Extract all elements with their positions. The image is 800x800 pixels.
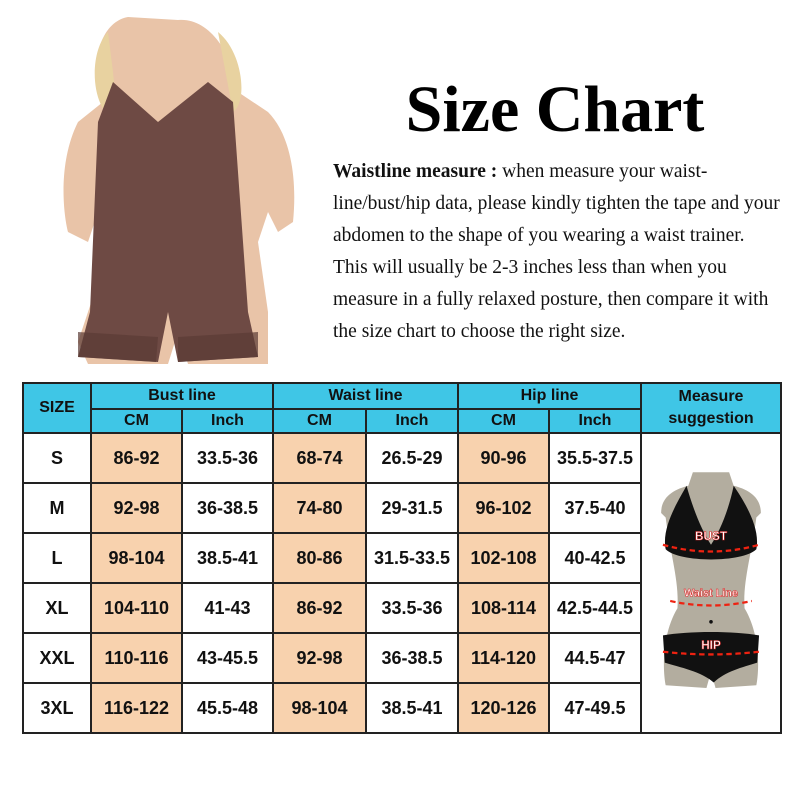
cell-waist-in: 26.5-29 — [365, 432, 459, 484]
cell-bust-cm: 98-104 — [90, 532, 183, 584]
body-measure-illustration: BUST Waist Line HIP — [661, 471, 761, 688]
table-row: XXL 110-116 43-45.5 92-98 36-38.5 114-120 44.5… — [22, 632, 781, 684]
cell-bust-in: 38.5-41 — [181, 532, 274, 584]
cell-bust-cm: 104-110 — [90, 582, 183, 634]
cell-size: M — [22, 482, 92, 534]
cell-waist-cm: 98-104 — [272, 682, 367, 734]
page-title: Size Chart — [405, 73, 705, 146]
cell-bust-in: 45.5-48 — [181, 682, 274, 734]
cm-header: CM — [457, 408, 550, 434]
cell-hip-cm: 120-126 — [457, 682, 550, 734]
cell-waist-in: 31.5-33.5 — [365, 532, 459, 584]
cell-waist-in: 38.5-41 — [365, 682, 459, 734]
bust-label: BUST — [695, 530, 728, 543]
cell-bust-in: 36-38.5 — [181, 482, 274, 534]
cell-waist-cm: 80-86 — [272, 532, 367, 584]
cell-waist-cm: 92-98 — [272, 632, 367, 684]
cell-hip-in: 37.5-40 — [548, 482, 642, 534]
cell-waist-in: 29-31.5 — [365, 482, 459, 534]
cell-size: 3XL — [22, 682, 92, 734]
cell-hip-cm: 114-120 — [457, 632, 550, 684]
hip-label: HIP — [701, 639, 721, 652]
table-row: 3XL 116-122 45.5-48 98-104 38.5-41 120-126 47-… — [22, 682, 781, 734]
cell-hip-in: 47-49.5 — [548, 682, 642, 734]
cell-hip-cm: 96-102 — [457, 482, 550, 534]
product-photo — [63, 17, 295, 364]
cell-hip-cm: 90-96 — [457, 432, 550, 484]
cell-bust-in: 33.5-36 — [181, 432, 274, 484]
cell-hip-in: 42.5-44.5 — [548, 582, 642, 634]
description: Waistline measure : when measure your wa… — [333, 156, 783, 348]
cell-waist-cm: 86-92 — [272, 582, 367, 634]
cell-waist-in: 33.5-36 — [365, 582, 459, 634]
description-label: Waistline measure : — [333, 161, 498, 182]
size-table: SIZE Bust line Waist line Hip line Measu… — [22, 382, 782, 734]
inch-header: Inch — [548, 408, 642, 434]
cell-bust-in: 43-45.5 — [181, 632, 274, 684]
cell-size: S — [22, 432, 92, 484]
cell-bust-cm: 92-98 — [90, 482, 183, 534]
description-text: when measure your waist-line/bust/hip da… — [333, 161, 780, 342]
cell-bust-cm: 116-122 — [90, 682, 183, 734]
waist-header: Waist line — [272, 382, 459, 410]
cm-header: CM — [90, 408, 183, 434]
cell-bust-cm: 86-92 — [90, 432, 183, 484]
bust-header: Bust line — [90, 382, 274, 410]
cell-size: L — [22, 532, 92, 584]
cell-hip-in: 40-42.5 — [548, 532, 642, 584]
table-row: XL 104-110 41-43 86-92 33.5-36 108-114 42.5-44… — [22, 582, 781, 634]
table-row: S 86-92 33.5-36 68-74 26.5-29 90-96 35.5-37.5 … — [22, 432, 782, 734]
size-header: SIZE — [22, 382, 92, 434]
cell-bust-cm: 110-116 — [90, 632, 183, 684]
cell-size: XL — [22, 582, 92, 634]
waist-label: Waist Line — [684, 587, 738, 599]
cell-waist-cm: 68-74 — [272, 432, 367, 484]
cell-hip-in: 35.5-37.5 — [548, 432, 642, 484]
hip-header: Hip line — [457, 382, 642, 410]
table-row: L 98-104 38.5-41 80-86 31.5-33.5 102-108 40-42… — [22, 532, 781, 584]
inch-header: Inch — [181, 408, 274, 434]
cell-bust-in: 41-43 — [181, 582, 274, 634]
cell-hip-in: 44.5-47 — [548, 632, 642, 684]
cell-waist-in: 36-38.5 — [365, 632, 459, 684]
measure-figure: BUST Waist Line HIP — [640, 432, 782, 734]
table-row: M 92-98 36-38.5 74-80 29-31.5 96-102 37.5-40 — [22, 482, 781, 534]
cm-header: CM — [272, 408, 367, 434]
cell-hip-cm: 102-108 — [457, 532, 550, 584]
cell-size: XXL — [22, 632, 92, 684]
cell-waist-cm: 74-80 — [272, 482, 367, 534]
inch-header: Inch — [365, 408, 459, 434]
measure-header: Measure suggestion — [640, 382, 782, 434]
cell-hip-cm: 108-114 — [457, 582, 550, 634]
